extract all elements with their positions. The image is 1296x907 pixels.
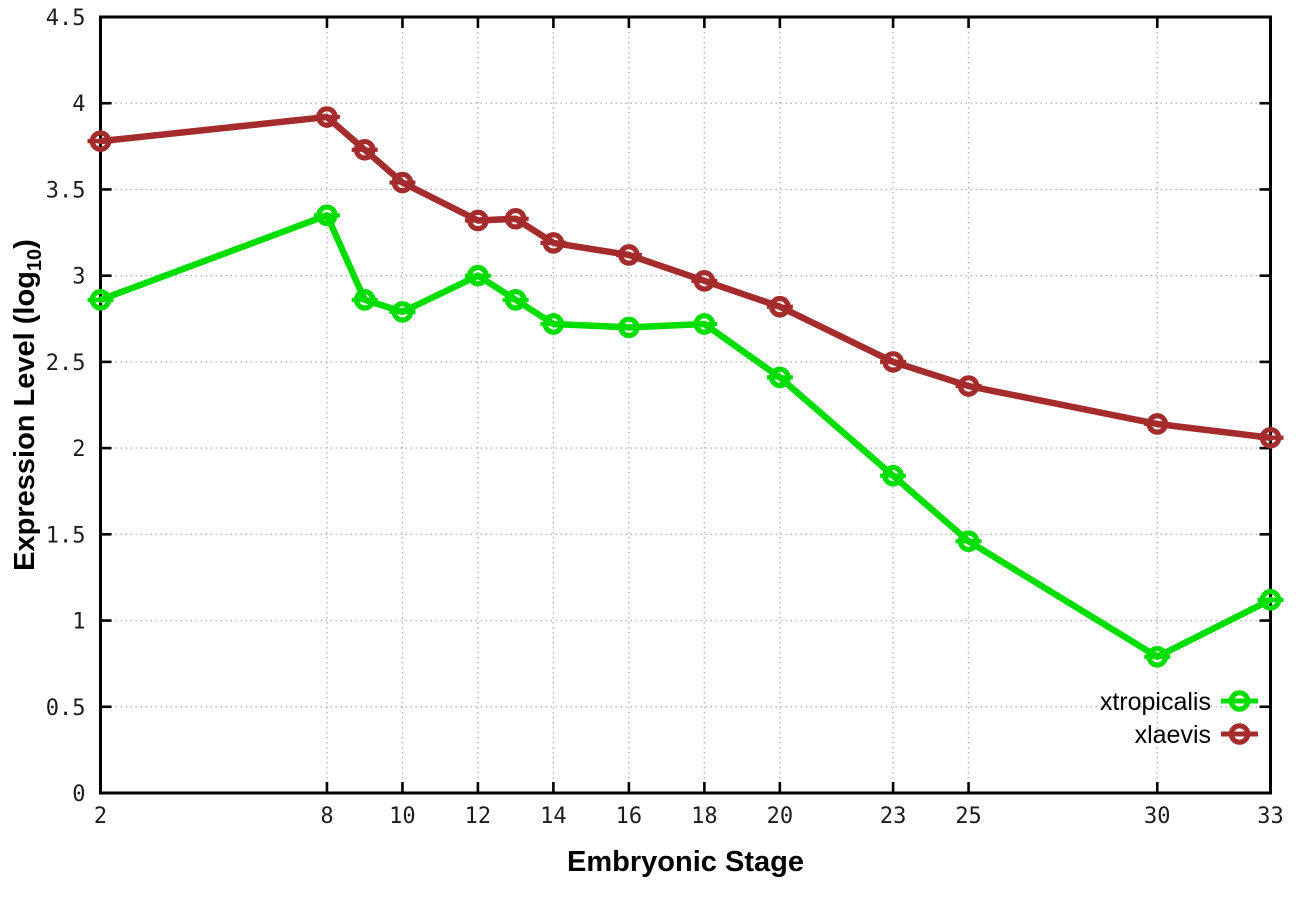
- data-point-xtropicalis-stage-25: [957, 530, 980, 553]
- x-tick-label: 10: [389, 804, 416, 829]
- gridlines: [100, 17, 1271, 793]
- y-tick-label: 4: [72, 92, 85, 117]
- x-tick-label: 16: [616, 804, 643, 829]
- data-point-xtropicalis-stage-20: [769, 366, 791, 389]
- data-point-xlaevis-stage-18: [693, 270, 716, 292]
- y-axis-title-sub: 10: [24, 249, 46, 271]
- data-point-xtropicalis-stage-8: [316, 204, 338, 227]
- data-point-xlaevis-stage-13: [504, 207, 527, 230]
- data-point-xlaevis-stage-30: [1146, 413, 1169, 435]
- y-axis-title-post: ): [9, 239, 41, 249]
- legend-marker-xlaevis: [1228, 723, 1251, 745]
- x-tick-label: 25: [955, 804, 982, 829]
- y-tick-label: 0: [72, 782, 85, 807]
- data-point-xtropicalis-stage-18: [693, 313, 716, 335]
- series-xlaevis: [87, 106, 1284, 449]
- legend-label-xlaevis: xlaevis: [1135, 721, 1211, 749]
- x-tick-label: 20: [767, 804, 794, 829]
- data-point-xlaevis-stage-16: [618, 244, 640, 266]
- y-tick-label: 1: [72, 610, 85, 635]
- x-tick-label: 12: [465, 804, 492, 829]
- x-tick-label: 8: [320, 804, 333, 829]
- data-point-xlaevis-stage-2: [89, 130, 112, 152]
- data-point-xtropicalis-stage-12: [467, 264, 489, 287]
- data-point-xlaevis-stage-12: [467, 209, 489, 232]
- x-tick-label: 33: [1257, 804, 1284, 829]
- axes: [99, 15, 1272, 795]
- data-point-xtropicalis-stage-16: [618, 316, 640, 339]
- x-axis-title: Embryonic Stage: [567, 846, 804, 878]
- y-tick-label: 1.5: [46, 523, 86, 548]
- tick-labels: 2 8 10 12 14 16 18 20 23 25 30 33 0 0.5 1 1.5 2 2.5 3 3.5 4 4…: [46, 6, 1284, 829]
- y-tick-label: 2.5: [46, 351, 86, 376]
- y-tick-label: 3.5: [46, 178, 86, 203]
- plot-border: [99, 15, 1272, 795]
- y-axis-title: Expression Level (log10): [9, 239, 46, 571]
- y-tick-label: 3: [72, 265, 85, 290]
- data-point-xtropicalis-stage-30: [1146, 645, 1169, 668]
- y-axis-title-pre: Expression Level (log: [9, 271, 41, 571]
- x-tick-label: 14: [540, 804, 567, 829]
- legend: xtropicalis xlaevis: [1100, 688, 1258, 749]
- series-xtropicalis: [87, 204, 1284, 668]
- data-point-xlaevis-stage-25: [957, 375, 980, 397]
- x-tick-label: 2: [94, 804, 107, 829]
- legend-label-xtropicalis: xtropicalis: [1100, 688, 1211, 716]
- data-point-xtropicalis-stage-9: [353, 289, 376, 311]
- data-point-xlaevis-stage-33: [1259, 426, 1282, 449]
- data-point-xtropicalis-stage-23: [882, 464, 904, 487]
- data-point-xtropicalis-stage-14: [542, 313, 565, 335]
- data-point-xlaevis-stage-9: [353, 138, 376, 161]
- data-point-xtropicalis-stage-2: [89, 289, 112, 311]
- x-tick-label: 30: [1144, 804, 1171, 829]
- data-point-xtropicalis-stage-13: [504, 289, 527, 311]
- data-point-xlaevis-stage-8: [316, 106, 338, 128]
- data-point-xlaevis-stage-20: [769, 295, 791, 318]
- x-tick-label: 18: [691, 804, 718, 829]
- data-point-xlaevis-stage-10: [391, 171, 414, 194]
- y-tick-label: 4.5: [46, 6, 86, 31]
- legend-marker-xtropicalis: [1228, 690, 1251, 712]
- series-line-xtropicalis: [97, 212, 1274, 661]
- y-tick-label: 2: [72, 437, 85, 462]
- series-line-xlaevis: [97, 113, 1274, 442]
- data-point-xtropicalis-stage-33: [1259, 589, 1282, 611]
- data-point-xlaevis-stage-14: [542, 232, 565, 254]
- data-point-xtropicalis-stage-10: [391, 301, 414, 323]
- x-tick-label: 23: [880, 804, 907, 829]
- y-tick-label: 0.5: [46, 696, 86, 721]
- data-point-xlaevis-stage-23: [882, 351, 904, 373]
